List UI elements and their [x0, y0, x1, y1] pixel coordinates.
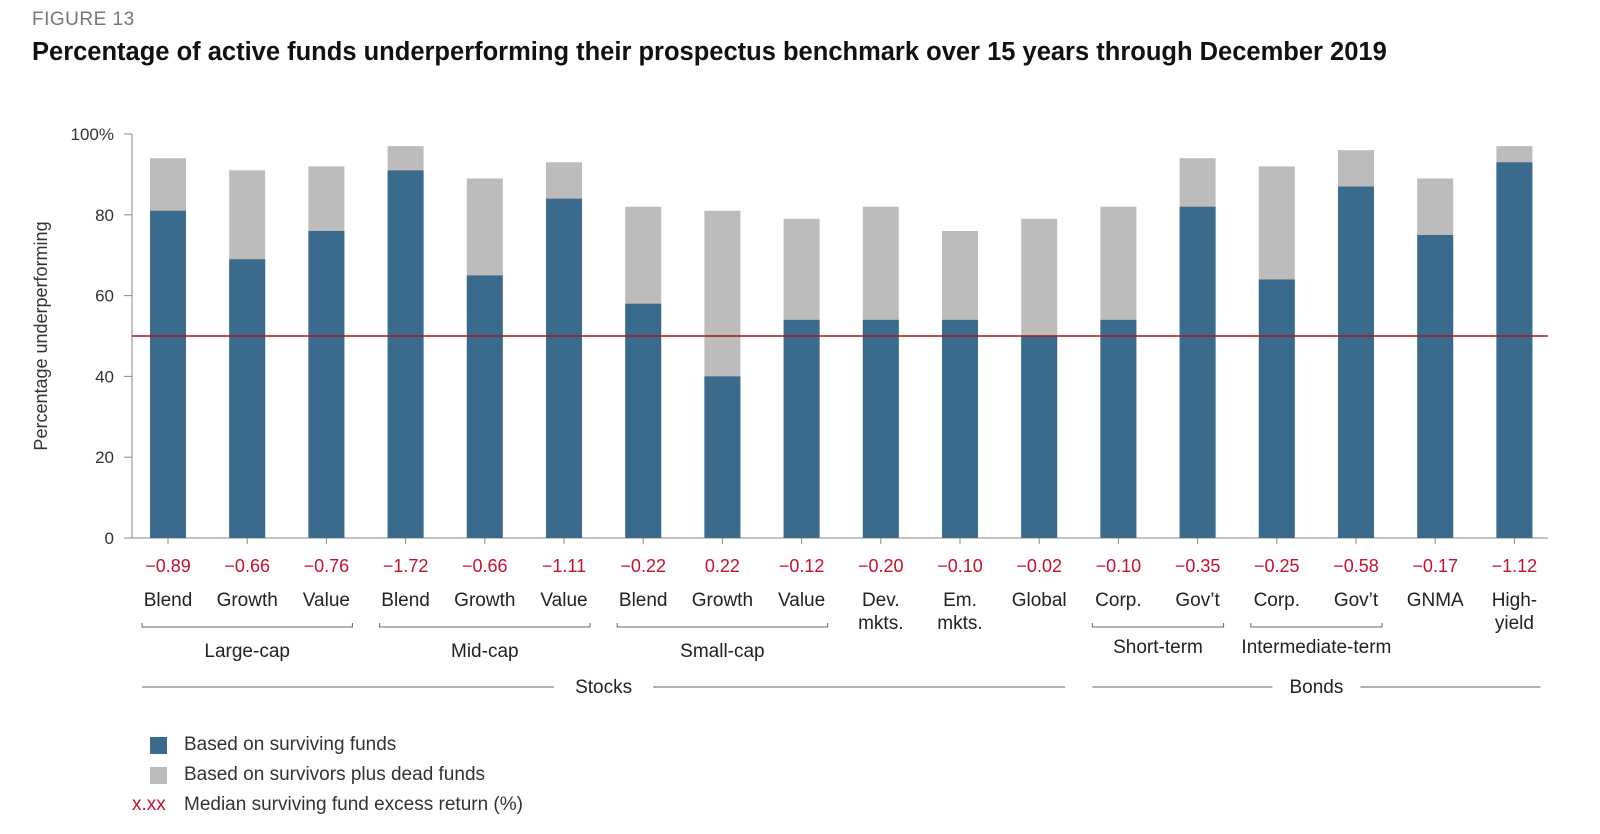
y-tick-label: 40 — [95, 367, 114, 386]
y-tick-label: 100% — [71, 125, 114, 144]
subgroup-label: Short-term — [1113, 637, 1203, 658]
median-return-label: −0.66 — [224, 556, 270, 576]
x-category-label: mkts. — [937, 613, 982, 634]
bar-surviving-funds — [1179, 206, 1216, 538]
y-tick-label: 20 — [95, 448, 114, 467]
y-axis-label: Percentage underperforming — [31, 221, 51, 450]
subgroup-label: Small-cap — [680, 641, 764, 662]
bar-surviving-funds — [546, 198, 582, 538]
x-category-label: Value — [303, 590, 350, 611]
legend-item-surviving: Based on surviving funds — [132, 730, 523, 760]
subgroup-label: Mid-cap — [451, 641, 519, 662]
legend-swatch-surviving — [150, 736, 167, 754]
legend-item-dead: Based on survivors plus dead funds — [132, 760, 523, 790]
x-category-label: Dev. — [862, 590, 900, 611]
x-category-label: Growth — [217, 590, 278, 611]
x-category-label: mkts. — [858, 613, 903, 634]
bar-surviving-funds — [229, 259, 266, 538]
median-return-label: −0.25 — [1254, 556, 1300, 576]
bar-surviving-funds — [1021, 336, 1058, 538]
bar-surviving-funds — [704, 376, 741, 538]
median-return-label: −0.66 — [462, 556, 508, 576]
x-category-label: Blend — [144, 590, 193, 611]
y-tick-label: 0 — [105, 529, 114, 548]
median-return-label: −0.17 — [1412, 556, 1458, 576]
x-category-label: Growth — [692, 590, 753, 611]
median-return-label: −1.12 — [1492, 556, 1538, 576]
bar-surviving-funds — [387, 170, 424, 539]
y-tick-label: 60 — [95, 287, 114, 306]
x-category-label: Corp. — [1095, 590, 1141, 611]
bar-surviving-funds — [466, 275, 503, 538]
median-return-label: 0.22 — [705, 556, 740, 576]
legend: Based on surviving funds Based on surviv… — [132, 730, 523, 820]
bar-surviving-funds — [1100, 319, 1137, 538]
x-category-label: Value — [540, 590, 587, 611]
median-return-label: −0.76 — [304, 556, 350, 576]
chart-title: Percentage of active funds underperformi… — [32, 38, 1387, 66]
median-return-label: −1.11 — [542, 556, 586, 576]
x-category-label: Gov’t — [1334, 590, 1379, 611]
legend-label-median: Median surviving fund excess return (%) — [184, 794, 523, 815]
subgroup-label: Intermediate-term — [1241, 637, 1391, 658]
y-tick-label: 80 — [95, 206, 114, 225]
bar-surviving-funds — [625, 303, 662, 538]
subgroup-bracket — [379, 623, 591, 628]
legend-swatch-dead — [150, 766, 167, 784]
x-category-label: Blend — [381, 590, 430, 611]
median-return-label: −0.10 — [1096, 556, 1142, 576]
subgroup-bracket — [616, 623, 829, 628]
median-return-label: −0.10 — [937, 556, 983, 576]
bar-surviving-funds — [1496, 162, 1533, 538]
bar-surviving-funds — [308, 230, 345, 538]
median-return-label: −0.02 — [1016, 556, 1062, 576]
median-return-label: −0.89 — [145, 556, 191, 576]
x-category-label: GNMA — [1407, 590, 1464, 611]
group-label: Stocks — [575, 677, 632, 698]
legend-label-dead: Based on survivors plus dead funds — [184, 764, 486, 785]
bar-surviving-funds — [1258, 279, 1295, 538]
bar-surviving-funds — [1338, 186, 1374, 538]
x-category-label: Value — [778, 590, 825, 611]
bar-surviving-funds — [783, 319, 820, 538]
bar-surviving-funds — [150, 210, 186, 538]
median-return-label: −0.22 — [620, 556, 666, 576]
median-return-label: −1.72 — [383, 556, 429, 576]
median-return-label: −0.20 — [858, 556, 904, 576]
figure-label: FIGURE 13 — [32, 9, 135, 30]
x-category-label: Blend — [619, 590, 668, 611]
x-category-label: yield — [1495, 613, 1534, 634]
bar-surviving-funds — [1417, 235, 1454, 538]
x-category-label: Growth — [454, 590, 515, 611]
x-category-label: Corp. — [1254, 590, 1300, 611]
legend-median-marker: x.xx — [132, 794, 166, 815]
subgroup-bracket — [141, 623, 353, 628]
median-return-label: −0.58 — [1333, 556, 1379, 576]
x-category-label: Em. — [943, 590, 977, 611]
x-category-label: High- — [1492, 590, 1537, 611]
group-label: Bonds — [1289, 677, 1343, 698]
median-return-label: −0.35 — [1175, 556, 1221, 576]
bar-surviving-funds — [942, 319, 978, 538]
subgroup-bracket — [1091, 623, 1225, 628]
legend-item-median: x.xx Median surviving fund excess return… — [132, 790, 523, 820]
x-category-label: Global — [1012, 590, 1067, 611]
legend-label-surviving: Based on surviving funds — [184, 734, 397, 755]
subgroup-bracket — [1250, 623, 1383, 628]
bar-surviving-funds — [862, 319, 899, 538]
median-return-label: −0.12 — [779, 556, 825, 576]
x-category-label: Gov’t — [1175, 590, 1220, 611]
subgroup-label: Large-cap — [204, 641, 290, 662]
